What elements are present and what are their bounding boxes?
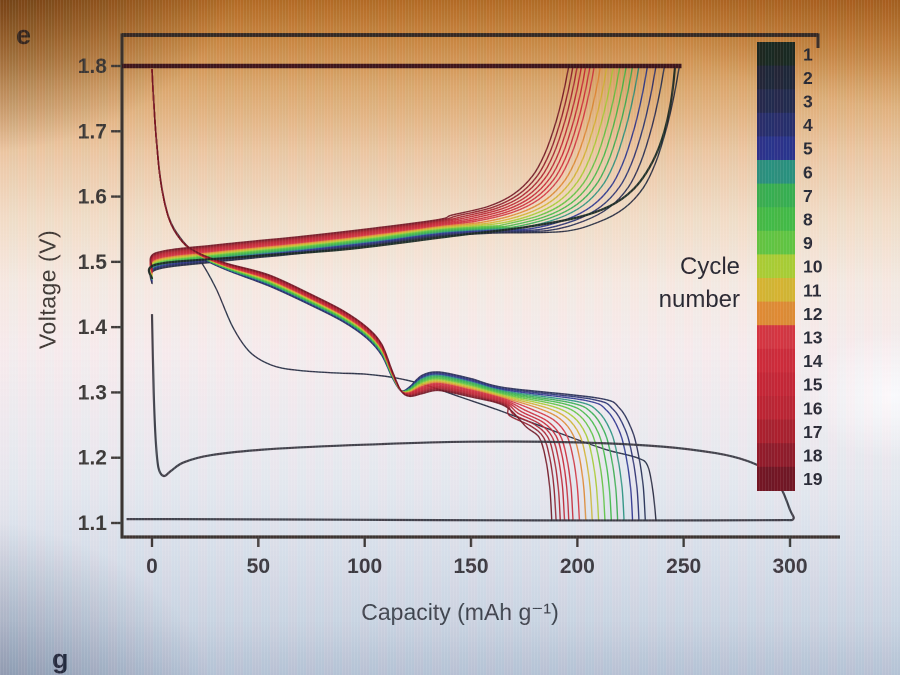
cycle-3-charge-curve — [149, 65, 666, 284]
colorbar-segment-12 — [757, 301, 795, 326]
legend-title-line1: Cycle — [679, 253, 740, 280]
legend-cycle-number-2: 2 — [803, 68, 813, 88]
cycle-15-discharge-curve — [151, 69, 570, 522]
legend-cycle-number-11: 11 — [803, 280, 822, 300]
cycle-19-discharge-curve — [151, 69, 553, 522]
cycle-1-discharge-curve — [126, 314, 795, 522]
colorbar-segment-15 — [757, 372, 795, 397]
colorbar-segment-6 — [757, 160, 795, 185]
colorbar-segment-8 — [757, 207, 795, 232]
cycle-15-charge-curve — [149, 65, 587, 272]
cycle-12-charge-curve — [149, 65, 602, 275]
y-tick-label: 1.2 — [78, 447, 107, 470]
colorbar-segment-7 — [757, 183, 795, 208]
colorbar-segment-11 — [757, 278, 795, 303]
legend-cycle-number-4: 4 — [803, 115, 813, 135]
x-tick-label: 0 — [146, 555, 158, 578]
colorbar-segment-4 — [757, 112, 795, 137]
cycle-17-discharge-curve — [151, 69, 561, 522]
x-tick-label: 200 — [560, 555, 595, 578]
cycle-8-charge-curve — [149, 65, 627, 279]
legend-title-line2: number — [658, 286, 740, 313]
y-tick-label: 1.5 — [78, 251, 108, 274]
cycle-13-discharge-curve — [151, 69, 581, 522]
y-tick-label: 1.8 — [78, 55, 108, 78]
colorbar-segment-18 — [757, 443, 795, 468]
y-tick-label: 1.3 — [78, 381, 107, 404]
legend-cycle-number-19: 19 — [803, 469, 823, 489]
colorbar-segment-2 — [757, 65, 795, 90]
cycle-1-charge-curve — [147, 65, 677, 280]
legend-title: Cycle number — [659, 250, 740, 316]
y-tick-label: 1.7 — [78, 120, 107, 143]
legend-cycle-number-9: 9 — [803, 233, 813, 253]
cycle-7-charge-curve — [149, 65, 634, 280]
y-axis-label: Voltage (V) — [34, 229, 61, 350]
colorbar-segment-19 — [757, 466, 795, 491]
x-tick-label: 250 — [666, 555, 701, 578]
colorbar-segment-5 — [757, 136, 795, 161]
cycle-9-charge-curve — [149, 65, 621, 278]
legend-cycle-number-14: 14 — [803, 351, 823, 371]
legend-cycle-number-18: 18 — [803, 446, 823, 466]
legend-cycle-number-13: 13 — [803, 328, 823, 348]
colorbar-segment-3 — [757, 89, 795, 114]
colorbar-segment-10 — [757, 254, 795, 279]
legend-cycle-number-15: 15 — [803, 375, 823, 395]
cycle-14-charge-curve — [149, 65, 591, 273]
legend-cycle-number-10: 10 — [803, 257, 823, 277]
x-tick-label: 100 — [347, 555, 382, 578]
cycle-19-charge-curve — [149, 65, 570, 268]
y-tick-label: 1.1 — [78, 512, 108, 535]
legend-cycle-number-3: 3 — [803, 92, 813, 112]
colorbar-segment-14 — [757, 348, 795, 373]
cycle-18-charge-curve — [149, 65, 574, 269]
cycle-2-charge-curve — [149, 65, 681, 285]
cycle-11-charge-curve — [149, 65, 608, 276]
colorbar-segment-17 — [757, 419, 795, 444]
legend-cycle-number-6: 6 — [803, 162, 813, 182]
colorbar-segment-16 — [757, 396, 795, 421]
x-tick-label: 50 — [247, 555, 270, 578]
y-tick-label: 1.4 — [78, 316, 108, 339]
y-tick-label: 1.6 — [78, 186, 107, 209]
x-tick-label: 300 — [772, 555, 807, 578]
legend-cycle-number-1: 1 — [803, 44, 813, 64]
cycle-16-charge-curve — [149, 65, 583, 271]
cycle-14-discharge-curve — [151, 69, 574, 522]
colorbar-segment-13 — [757, 325, 795, 350]
legend-cycle-number-8: 8 — [803, 210, 813, 230]
colorbar-segment-1 — [757, 42, 795, 67]
legend-cycle-number-17: 17 — [803, 422, 822, 442]
cycle-13-charge-curve — [149, 65, 596, 274]
legend-cycle-number-16: 16 — [803, 398, 823, 418]
cycle-10-charge-curve — [149, 65, 615, 277]
cycle-18-discharge-curve — [151, 69, 557, 522]
cycle-16-discharge-curve — [151, 69, 566, 522]
panel-label-e: e — [16, 20, 32, 50]
x-axis-label: Capacity (mAh g⁻¹) — [361, 599, 559, 625]
panel-label-g: g — [52, 644, 69, 674]
colorbar-segment-9 — [757, 230, 795, 255]
legend-cycle-number-5: 5 — [803, 139, 813, 159]
x-tick-label: 150 — [453, 555, 488, 578]
legend-cycle-number-12: 12 — [803, 304, 823, 324]
cycle-17-charge-curve — [149, 65, 578, 270]
legend-cycle-number-7: 7 — [803, 186, 813, 206]
